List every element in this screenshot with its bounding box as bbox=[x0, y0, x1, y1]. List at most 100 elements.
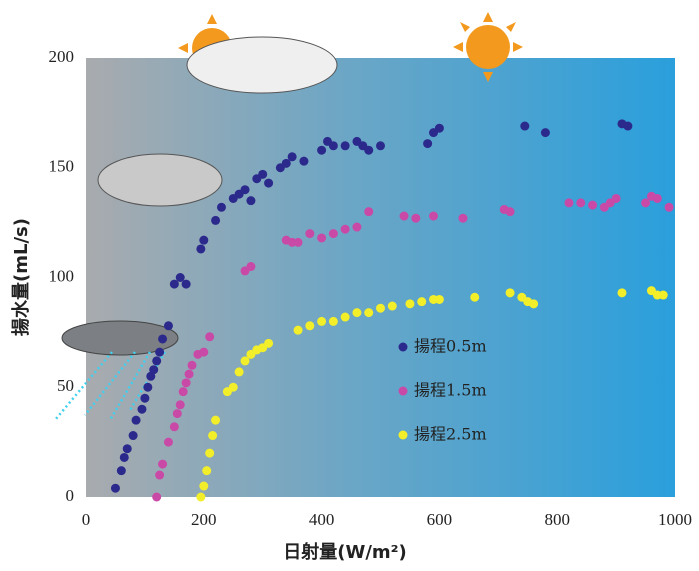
legend-marker bbox=[399, 387, 408, 396]
point bbox=[305, 321, 314, 330]
point bbox=[329, 317, 338, 326]
point bbox=[120, 453, 129, 462]
point bbox=[529, 299, 538, 308]
point bbox=[199, 348, 208, 357]
point bbox=[205, 449, 214, 458]
point bbox=[411, 214, 420, 223]
point bbox=[352, 223, 361, 232]
point bbox=[506, 207, 515, 216]
point bbox=[305, 229, 314, 238]
x-tick-label: 800 bbox=[544, 510, 570, 529]
point bbox=[170, 422, 179, 431]
y-tick-label: 0 bbox=[66, 486, 75, 505]
point bbox=[188, 361, 197, 370]
point bbox=[435, 124, 444, 133]
point bbox=[317, 317, 326, 326]
y-tick-label: 150 bbox=[49, 157, 75, 176]
y-axis-label: 揚水量(mL/s) bbox=[10, 218, 32, 336]
point bbox=[623, 122, 632, 131]
point bbox=[258, 170, 267, 179]
point bbox=[329, 229, 338, 238]
legend-label: 揚程1.5m bbox=[414, 381, 487, 400]
point bbox=[241, 185, 250, 194]
point bbox=[202, 466, 211, 475]
point bbox=[294, 238, 303, 247]
point bbox=[576, 198, 585, 207]
point bbox=[211, 216, 220, 225]
point bbox=[199, 236, 208, 245]
point bbox=[137, 405, 146, 414]
point bbox=[264, 339, 273, 348]
point bbox=[364, 207, 373, 216]
point bbox=[317, 233, 326, 242]
point bbox=[376, 141, 385, 150]
point bbox=[617, 288, 626, 297]
y-tick-label: 50 bbox=[57, 376, 74, 395]
point bbox=[435, 295, 444, 304]
point bbox=[208, 431, 217, 440]
point bbox=[143, 383, 152, 392]
point bbox=[129, 431, 138, 440]
point bbox=[158, 460, 167, 469]
point bbox=[152, 493, 161, 502]
point bbox=[196, 493, 205, 502]
point bbox=[246, 262, 255, 271]
point bbox=[152, 356, 161, 365]
point bbox=[388, 302, 397, 311]
point bbox=[164, 438, 173, 447]
point bbox=[341, 141, 350, 150]
x-tick-label: 0 bbox=[82, 510, 91, 529]
point bbox=[179, 387, 188, 396]
point bbox=[205, 332, 214, 341]
x-axis-label: 日射量(W/m²) bbox=[283, 541, 407, 563]
x-tick-label: 400 bbox=[309, 510, 335, 529]
point bbox=[665, 203, 674, 212]
point bbox=[341, 313, 350, 322]
point bbox=[294, 326, 303, 335]
x-tick-label: 1000 bbox=[658, 510, 692, 529]
point bbox=[352, 308, 361, 317]
point bbox=[123, 444, 132, 453]
point bbox=[140, 394, 149, 403]
point bbox=[400, 212, 409, 221]
legend-marker bbox=[399, 431, 408, 440]
point bbox=[364, 146, 373, 155]
point bbox=[299, 157, 308, 166]
point bbox=[155, 348, 164, 357]
y-tick-label: 200 bbox=[49, 47, 75, 66]
point bbox=[164, 321, 173, 330]
point bbox=[182, 280, 191, 289]
legend-label: 揚程2.5m bbox=[414, 425, 487, 444]
point bbox=[588, 201, 597, 210]
point bbox=[429, 212, 438, 221]
point bbox=[520, 122, 529, 131]
point bbox=[246, 196, 255, 205]
point bbox=[341, 225, 350, 234]
point bbox=[149, 365, 158, 374]
point bbox=[364, 308, 373, 317]
point bbox=[329, 141, 338, 150]
point bbox=[182, 378, 191, 387]
point bbox=[564, 198, 573, 207]
point bbox=[506, 288, 515, 297]
point bbox=[470, 293, 479, 302]
y-tick-label: 100 bbox=[49, 266, 75, 285]
point bbox=[317, 146, 326, 155]
point bbox=[264, 179, 273, 188]
point bbox=[376, 304, 385, 313]
point bbox=[423, 139, 432, 148]
point bbox=[176, 400, 185, 409]
point bbox=[229, 383, 238, 392]
point bbox=[199, 482, 208, 491]
legend-marker bbox=[399, 343, 408, 352]
point bbox=[235, 367, 244, 376]
x-tick-label: 600 bbox=[427, 510, 453, 529]
point bbox=[111, 484, 120, 493]
point bbox=[158, 334, 167, 343]
point bbox=[458, 214, 467, 223]
point bbox=[185, 370, 194, 379]
point bbox=[417, 297, 426, 306]
point bbox=[659, 291, 668, 300]
point bbox=[288, 152, 297, 161]
point bbox=[541, 128, 550, 137]
